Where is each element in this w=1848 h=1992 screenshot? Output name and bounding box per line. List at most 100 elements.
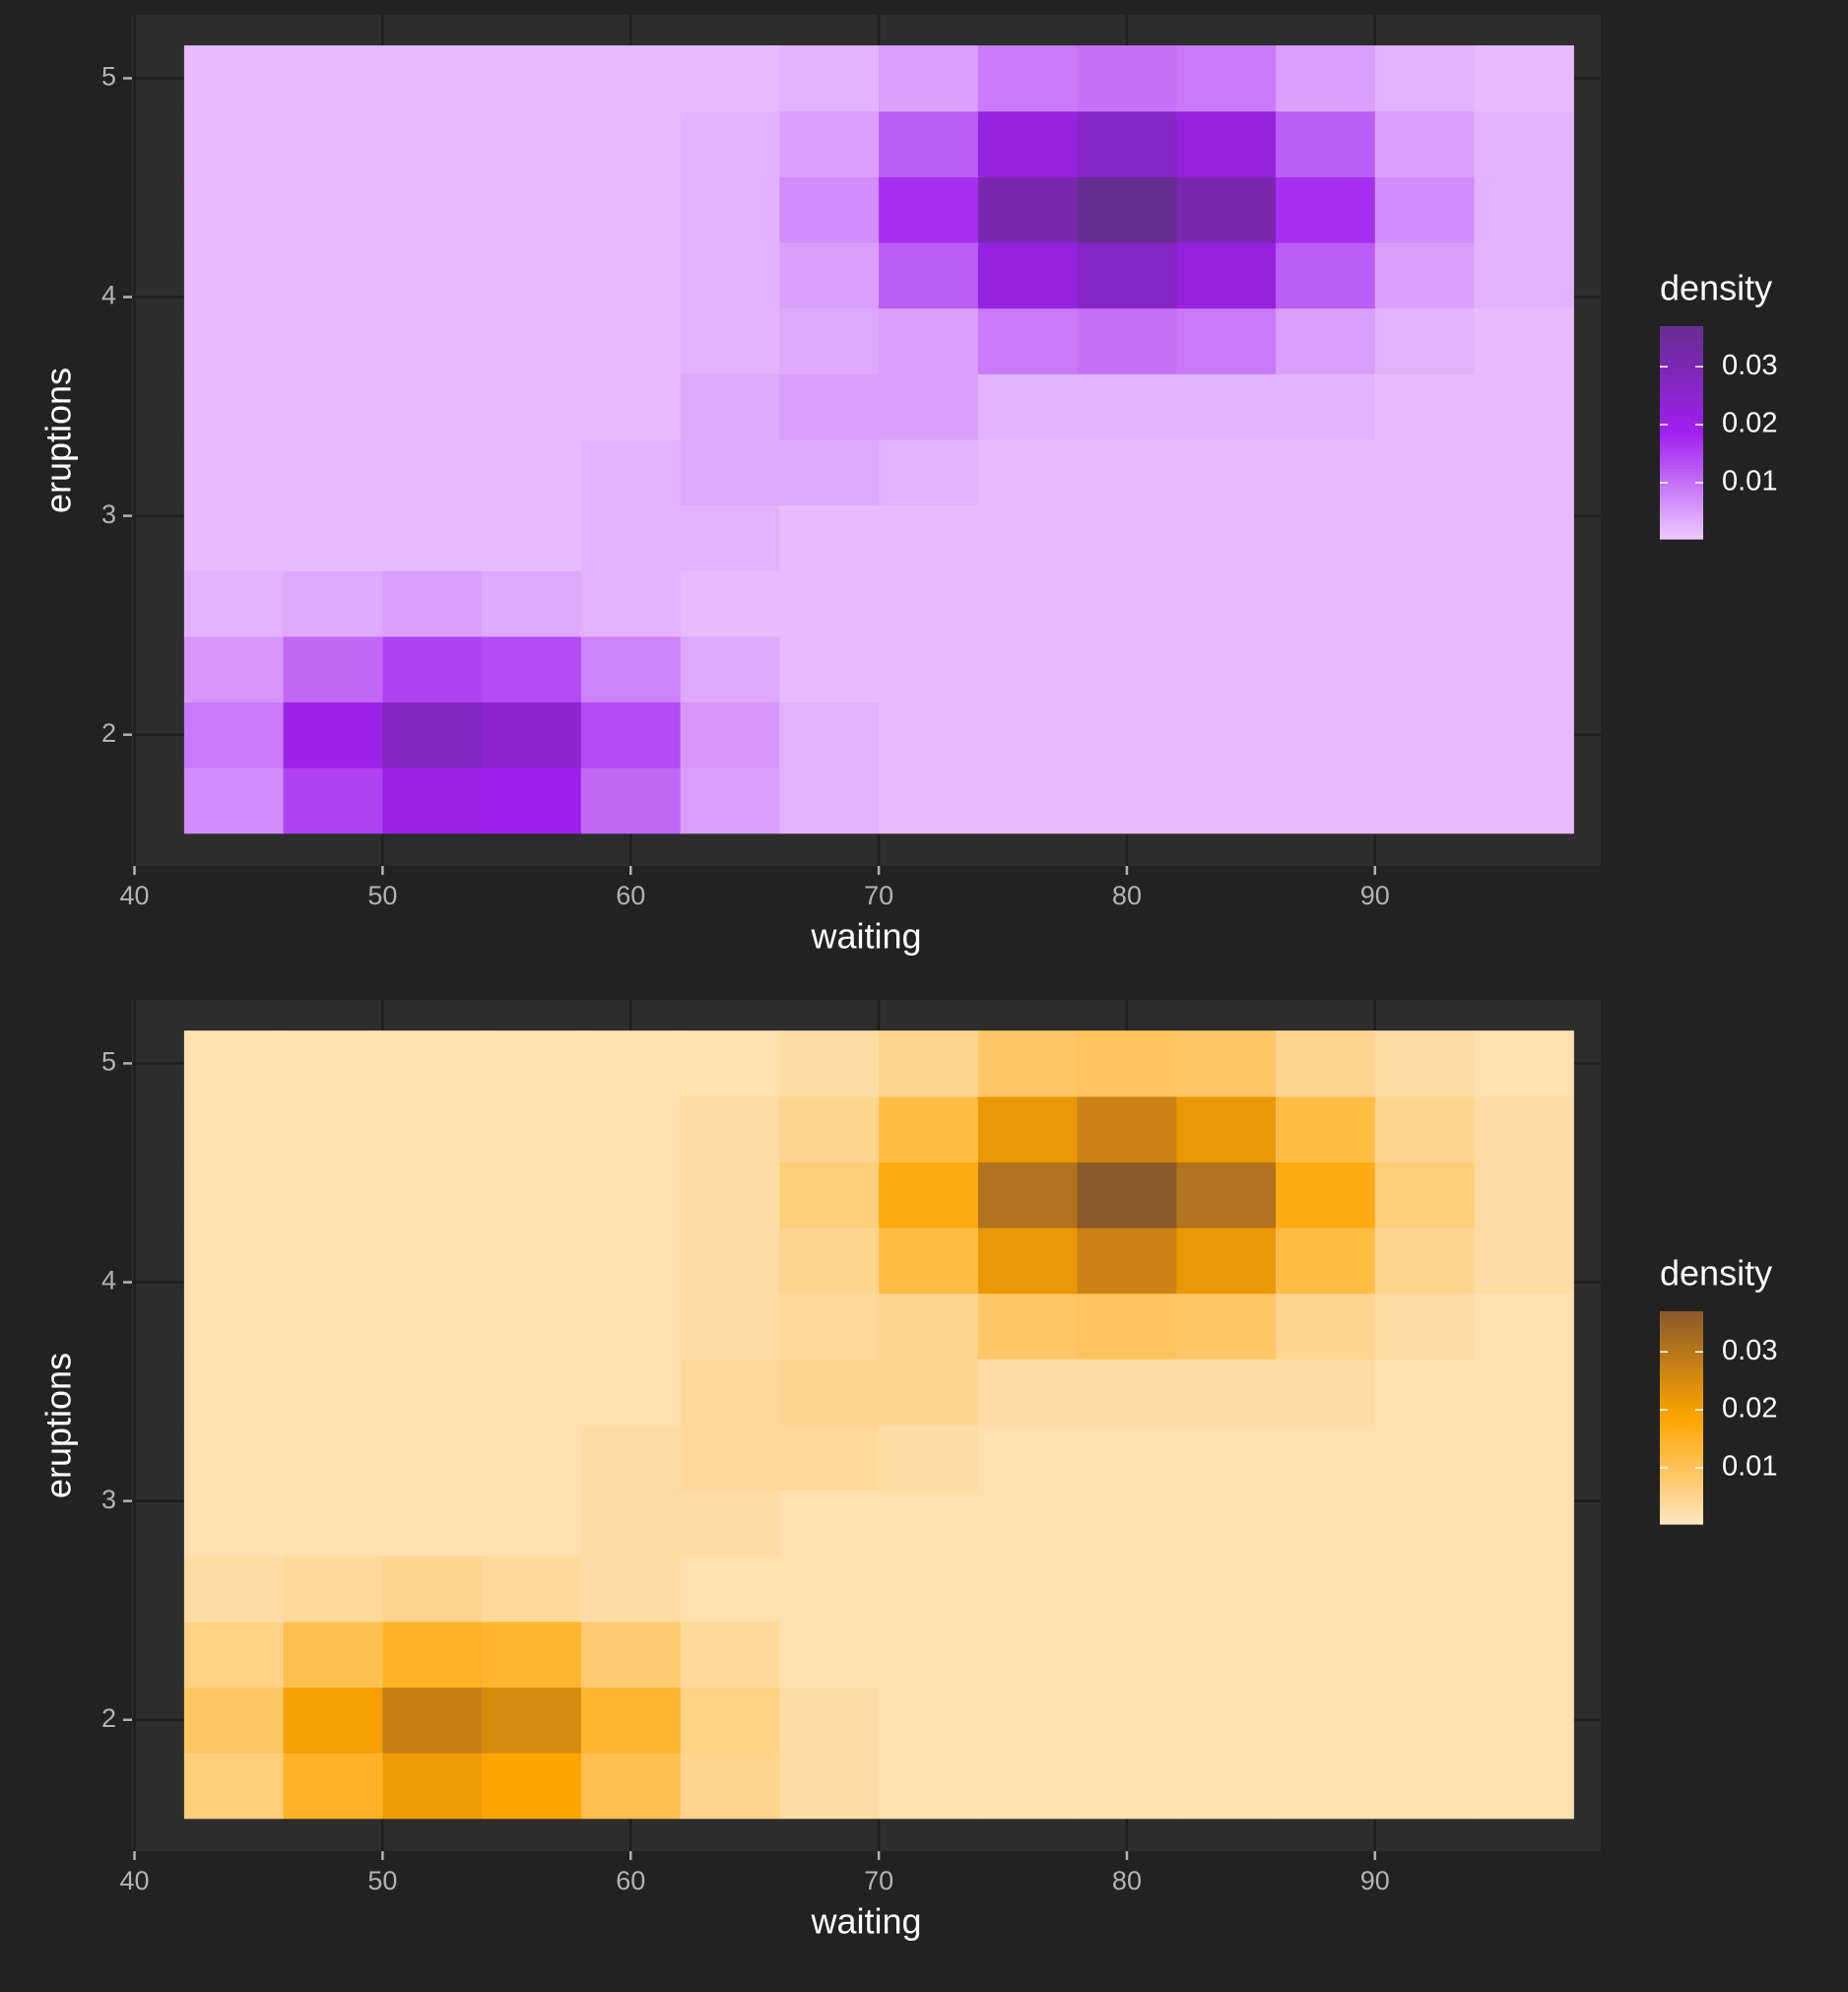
heatmap-cell (183, 1490, 285, 1557)
x-tick-label: 70 (864, 881, 893, 910)
heatmap-cell (1176, 1556, 1277, 1623)
legend-colorbar (1660, 1516, 1703, 1521)
heatmap-cell (382, 1753, 483, 1820)
heatmap-cell (1276, 1359, 1376, 1426)
x-tick-label: 50 (367, 881, 397, 910)
legend-label: 0.01 (1722, 1451, 1777, 1483)
heatmap-cell (1176, 1753, 1277, 1820)
legend-colorbar (1660, 400, 1703, 405)
heatmap-cell (879, 176, 979, 243)
heatmap-cell (382, 110, 483, 177)
legend-colorbar (1660, 1410, 1703, 1415)
legend-colorbar (1660, 1474, 1703, 1479)
heatmap-cell (580, 767, 682, 834)
heatmap-cell (1374, 438, 1476, 506)
heatmap-cell (580, 110, 682, 177)
heatmap-cell (580, 1490, 682, 1557)
legend-colorbar (1660, 486, 1703, 491)
legend-colorbar (1660, 329, 1703, 334)
heatmap-cell (1474, 1424, 1574, 1492)
heatmap-cell (1374, 373, 1476, 440)
heatmap-cell (482, 1030, 582, 1097)
legend-colorbar (1660, 1329, 1703, 1334)
heatmap-cell (1077, 1556, 1177, 1623)
heatmap-cell (1474, 307, 1574, 374)
heatmap-cell (382, 1293, 483, 1360)
heatmap-cell (382, 504, 483, 571)
heatmap-cell (1176, 45, 1277, 112)
heatmap-cell (283, 701, 383, 768)
legend-colorbar (1660, 371, 1703, 376)
heatmap-cell (1276, 1293, 1376, 1360)
heatmap-cell (779, 1293, 880, 1360)
heatmap-cell (1276, 635, 1376, 703)
heatmap-cell (680, 701, 780, 768)
heatmap-cell (879, 1359, 979, 1426)
heatmap-cell (1374, 570, 1476, 637)
heatmap-cell (879, 504, 979, 571)
heatmap-cell (1176, 438, 1277, 506)
heatmap-cell (779, 504, 880, 571)
heatmap-cell (879, 767, 979, 834)
heatmap-cell (382, 1030, 483, 1097)
heatmap-cell (482, 1687, 582, 1754)
heatmap-cell (283, 1359, 383, 1426)
heatmap-cell (1176, 1293, 1277, 1360)
y-tick-label: 5 (101, 1047, 116, 1077)
legend-colorbar (1660, 418, 1703, 423)
legend-colorbar (1660, 1492, 1703, 1496)
heatmap-cell (482, 570, 582, 637)
legend-colorbar (1660, 1343, 1703, 1348)
heatmap-cell (680, 1030, 780, 1097)
heatmap-cell (779, 176, 880, 243)
heatmap-cell (680, 1293, 780, 1360)
heatmap-cell (382, 1227, 483, 1295)
heatmap-cell (1176, 1227, 1277, 1295)
heatmap-cell (680, 1556, 780, 1623)
heatmap-cell (779, 1162, 880, 1228)
heatmap-cell (1374, 1687, 1476, 1754)
legend-colorbar (1660, 1332, 1703, 1337)
x-tick-label: 80 (1112, 881, 1142, 910)
legend-colorbar (1660, 1502, 1703, 1507)
legend-colorbar (1660, 1314, 1703, 1319)
heatmap-cell (482, 1096, 582, 1162)
heatmap-cell (1176, 1030, 1277, 1097)
heatmap-cell (1474, 176, 1574, 243)
heatmap-cell (482, 1424, 582, 1492)
heatmap-cell (183, 1293, 285, 1360)
heatmap-cell (1077, 1424, 1177, 1492)
heatmap-cell (779, 1687, 880, 1754)
heatmap-cell (680, 570, 780, 637)
heatmap-cell (482, 1621, 582, 1689)
heatmap-cell (382, 373, 483, 440)
heatmap-cell (580, 504, 682, 571)
legend-colorbar (1660, 382, 1703, 387)
heatmap-cell (1474, 110, 1574, 177)
heatmap-cell (183, 373, 285, 440)
heatmap-cell (779, 635, 880, 703)
heatmap-cell (183, 1162, 285, 1228)
legend-colorbar (1660, 1336, 1703, 1341)
heatmap-cell (482, 1162, 582, 1228)
heatmap-cell (283, 1490, 383, 1557)
heatmap-cell (1276, 1753, 1376, 1820)
heatmap-cell (1374, 45, 1476, 112)
heatmap-cell (879, 1687, 979, 1754)
legend-title: density (1660, 1253, 1772, 1294)
heatmap-cell (283, 1162, 383, 1228)
x-tick-label: 60 (616, 881, 645, 910)
heatmap-cell (580, 438, 682, 506)
legend-colorbar (1660, 336, 1703, 341)
heatmap-cell (382, 1096, 483, 1162)
heatmap-cell (680, 1359, 780, 1426)
legend-label: 0.01 (1722, 466, 1777, 498)
heatmap-cell (779, 438, 880, 506)
legend-label: 0.03 (1722, 350, 1777, 381)
heatmap-cell (1176, 635, 1277, 703)
heatmap-cell (382, 635, 483, 703)
heatmap-cell (1276, 176, 1376, 243)
legend-colorbar (1660, 422, 1703, 427)
legend-colorbar (1660, 407, 1703, 412)
legend-colorbar (1660, 1520, 1703, 1525)
